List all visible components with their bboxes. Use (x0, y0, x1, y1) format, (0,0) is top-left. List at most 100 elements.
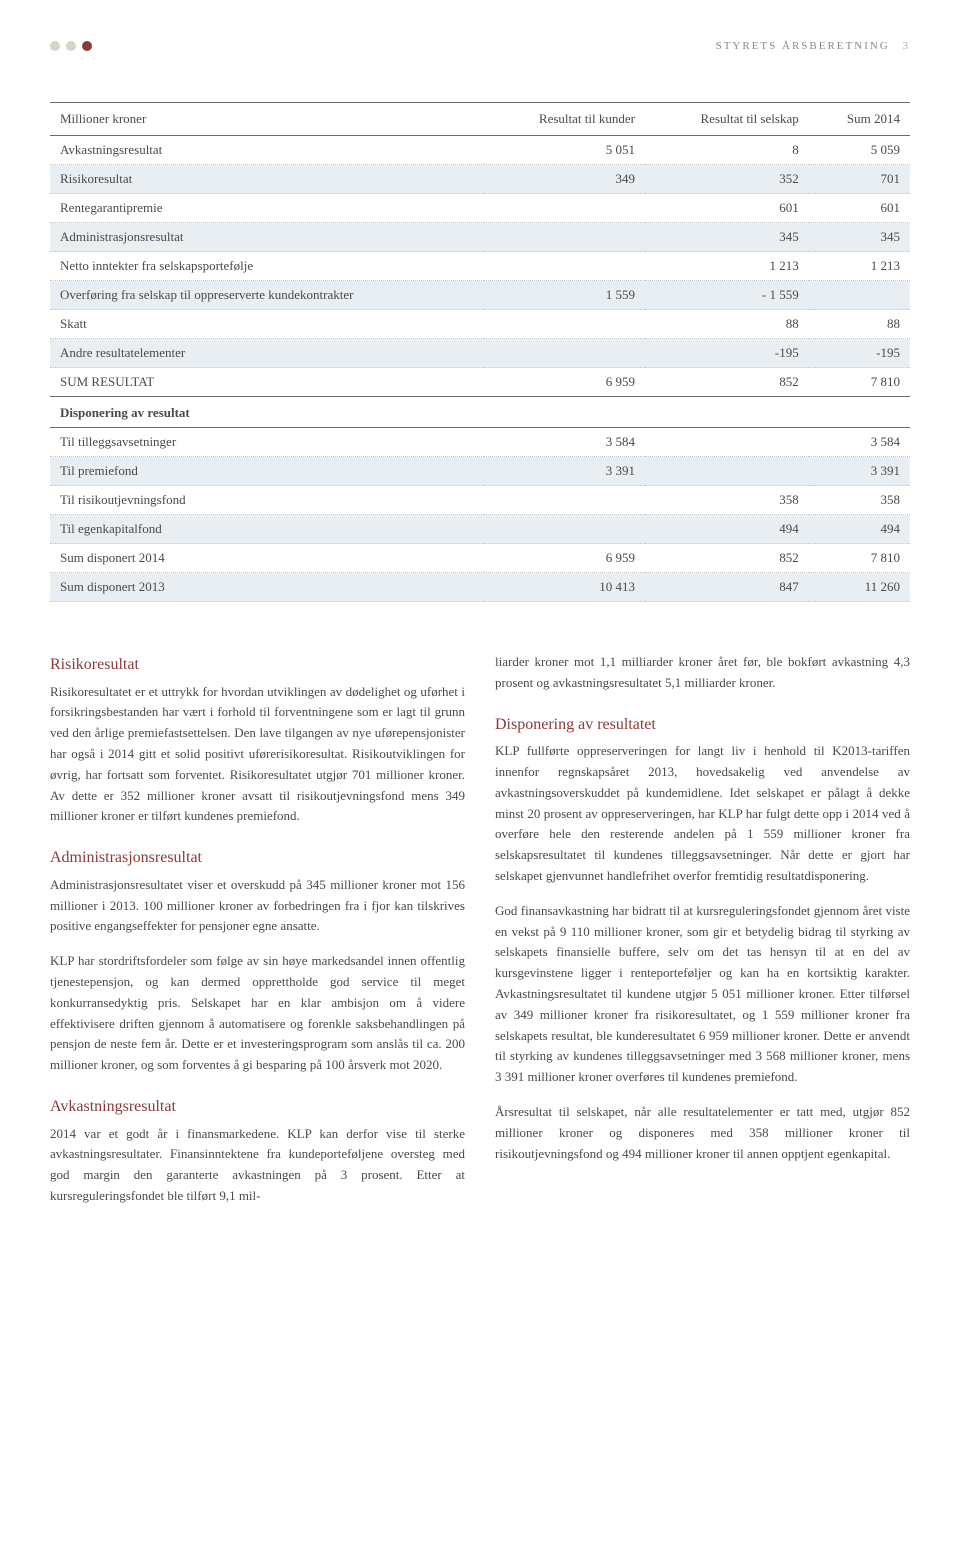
table-cell: SUM RESULTAT (50, 368, 484, 397)
table-cell: 1 559 (484, 281, 645, 310)
table-cell: 3 391 (809, 457, 910, 486)
table-cell: 3 584 (484, 428, 645, 457)
section-name: STYRETS ÅRSBERETNING (716, 40, 890, 52)
table-cell: 601 (645, 194, 809, 223)
body-paragraph: Administrasjonsresultatet viser et overs… (50, 875, 465, 937)
table-cell: Overføring fra selskap til oppreserverte… (50, 281, 484, 310)
table-cell (645, 428, 809, 457)
body-paragraph: liarder kroner mot 1,1 milliarder kroner… (495, 652, 910, 694)
table-cell: - 1 559 (645, 281, 809, 310)
heading-avkastningsresultat: Avkastningsresultat (50, 1094, 465, 1120)
page-number: 3 (903, 40, 911, 52)
heading-administrasjonsresultat: Administrasjonsresultat (50, 845, 465, 871)
col-header: Sum 2014 (809, 103, 910, 136)
left-column: Risikoresultat Risikoresultatet er et ut… (50, 652, 465, 1221)
table-cell: Til egenkapitalfond (50, 515, 484, 544)
dot-icon (50, 41, 60, 51)
table-cell (484, 515, 645, 544)
table-cell: 8 (645, 136, 809, 165)
table-cell: 6 959 (484, 544, 645, 573)
table-cell: 494 (809, 515, 910, 544)
table-row: Sum disponert 20146 9598527 810 (50, 544, 910, 573)
table-row: Avkastningsresultat5 05185 059 (50, 136, 910, 165)
section-header-cell: Disponering av resultat (50, 397, 910, 428)
table-cell: Sum disponert 2013 (50, 573, 484, 602)
table-cell: Administrasjonsresultat (50, 223, 484, 252)
table-cell (484, 252, 645, 281)
table-header-row: Millioner kroner Resultat til kunder Res… (50, 103, 910, 136)
table-row: Risikoresultat349352701 (50, 165, 910, 194)
table-cell: Til premiefond (50, 457, 484, 486)
decorative-dots (50, 41, 92, 51)
table-cell: 10 413 (484, 573, 645, 602)
col-header: Millioner kroner (50, 103, 484, 136)
body-paragraph: 2014 var et godt år i finansmarkedene. K… (50, 1124, 465, 1207)
table-cell: 352 (645, 165, 809, 194)
table-cell: 3 391 (484, 457, 645, 486)
table-cell: -195 (645, 339, 809, 368)
heading-disponering: Disponering av resultatet (495, 712, 910, 738)
body-paragraph: KLP har stordriftsfordeler som følge av … (50, 951, 465, 1076)
table-row: Rentegarantipremie 601601 (50, 194, 910, 223)
table-cell: 349 (484, 165, 645, 194)
table-cell (809, 281, 910, 310)
table-row: Andre resultatelementer-195-195 (50, 339, 910, 368)
table-cell: 88 (809, 310, 910, 339)
table-cell (484, 310, 645, 339)
table-cell: 6 959 (484, 368, 645, 397)
table-cell: Rentegarantipremie (50, 194, 484, 223)
table-row: Til egenkapitalfond 494494 (50, 515, 910, 544)
table-cell: 852 (645, 368, 809, 397)
body-paragraph: Risikoresultatet er et uttrykk for hvord… (50, 682, 465, 828)
results-table: Millioner kroner Resultat til kunder Res… (50, 102, 910, 602)
table-cell: 1 213 (645, 252, 809, 281)
table-cell: 5 051 (484, 136, 645, 165)
table-cell (484, 223, 645, 252)
table-row: SUM RESULTAT6 9598527 810 (50, 368, 910, 397)
table-cell (484, 194, 645, 223)
table-cell: 1 213 (809, 252, 910, 281)
table-cell: 5 059 (809, 136, 910, 165)
table-cell: 7 810 (809, 544, 910, 573)
table-cell: 345 (645, 223, 809, 252)
table-cell: 701 (809, 165, 910, 194)
table-cell: Til risikoutjevningsfond (50, 486, 484, 515)
col-header: Resultat til selskap (645, 103, 809, 136)
table-row: Til tilleggsavsetninger3 5843 584 (50, 428, 910, 457)
table-cell: -195 (809, 339, 910, 368)
table-cell: Avkastningsresultat (50, 136, 484, 165)
table-row: Overføring fra selskap til oppreserverte… (50, 281, 910, 310)
table-row: Skatt8888 (50, 310, 910, 339)
section-label: STYRETS ÅRSBERETNING 3 (716, 40, 910, 52)
dot-icon (66, 41, 76, 51)
table-cell: 852 (645, 544, 809, 573)
table-row: Sum disponert 201310 41384711 260 (50, 573, 910, 602)
table-cell: 601 (809, 194, 910, 223)
table-cell: 494 (645, 515, 809, 544)
table-cell: 358 (645, 486, 809, 515)
table-cell: 7 810 (809, 368, 910, 397)
table-cell: Risikoresultat (50, 165, 484, 194)
table-row: Administrasjonsresultat 345345 (50, 223, 910, 252)
page-header: STYRETS ÅRSBERETNING 3 (50, 40, 910, 52)
table-cell: 358 (809, 486, 910, 515)
body-paragraph: God finansavkastning har bidratt til at … (495, 901, 910, 1088)
table-cell: 3 584 (809, 428, 910, 457)
table-cell: Til tilleggsavsetninger (50, 428, 484, 457)
table-cell (484, 339, 645, 368)
table-cell: 345 (809, 223, 910, 252)
body-columns: Risikoresultat Risikoresultatet er et ut… (50, 652, 910, 1221)
table-row: Til premiefond3 3913 391 (50, 457, 910, 486)
table-row: Netto inntekter fra selskapsportefølje 1 … (50, 252, 910, 281)
table-cell: Netto inntekter fra selskapsportefølje (50, 252, 484, 281)
table-cell: 847 (645, 573, 809, 602)
body-paragraph: KLP fullførte oppreserveringen for langt… (495, 741, 910, 887)
table-cell: 11 260 (809, 573, 910, 602)
table-section-header: Disponering av resultat (50, 397, 910, 428)
col-header: Resultat til kunder (484, 103, 645, 136)
heading-risikoresultat: Risikoresultat (50, 652, 465, 678)
table-cell (645, 457, 809, 486)
table-cell: 88 (645, 310, 809, 339)
table-cell: Sum disponert 2014 (50, 544, 484, 573)
dot-icon (82, 41, 92, 51)
